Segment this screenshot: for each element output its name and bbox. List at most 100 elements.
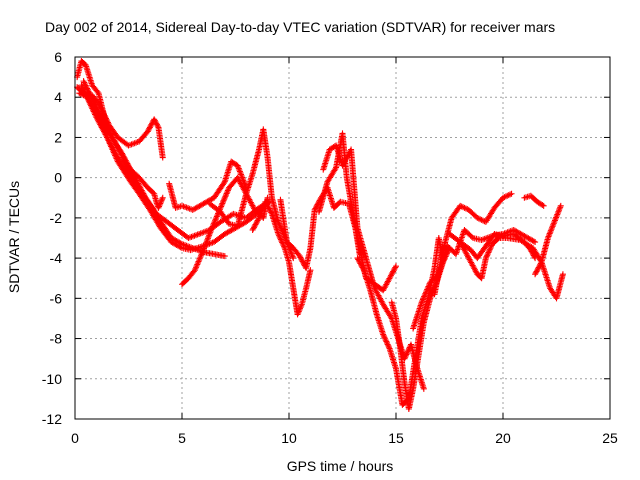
x-tick-label: 20 xyxy=(495,430,511,446)
data-point xyxy=(221,194,228,201)
data-point xyxy=(300,259,307,266)
data-point xyxy=(268,209,275,216)
data-point xyxy=(307,267,314,274)
data-point xyxy=(385,342,392,349)
data-point xyxy=(382,337,389,344)
data-point xyxy=(254,217,261,224)
data-point xyxy=(209,223,216,230)
data-point xyxy=(155,204,162,211)
data-point xyxy=(461,204,468,211)
data-point xyxy=(462,205,469,212)
data-point xyxy=(507,191,514,198)
data-point xyxy=(157,199,164,206)
data-point xyxy=(358,261,365,268)
data-point xyxy=(290,255,297,262)
data-point xyxy=(153,120,160,127)
data-point xyxy=(251,224,258,231)
data-point xyxy=(403,351,410,358)
data-point xyxy=(390,268,397,275)
data-point xyxy=(458,203,465,210)
data-point xyxy=(296,253,303,260)
data-point xyxy=(253,220,260,227)
data-point xyxy=(223,190,230,197)
data-point xyxy=(389,269,396,276)
series-trace xyxy=(166,158,250,213)
data-point xyxy=(380,331,387,338)
data-point xyxy=(195,258,202,265)
data-point xyxy=(393,263,399,270)
data-point xyxy=(275,232,282,239)
data-point xyxy=(197,254,204,261)
y-tick-label: -10 xyxy=(42,371,62,387)
data-point xyxy=(475,215,482,222)
data-point xyxy=(157,200,164,207)
data-point xyxy=(297,304,304,311)
chart-title: Day 002 of 2014, Sidereal Day-to-day VTE… xyxy=(45,19,555,35)
data-point xyxy=(295,308,302,315)
data-point xyxy=(477,216,484,223)
data-point xyxy=(159,154,166,161)
data-point xyxy=(297,305,304,312)
data-point xyxy=(251,222,258,229)
data-point xyxy=(404,350,411,357)
series-trace xyxy=(388,245,453,412)
data-point xyxy=(457,202,464,209)
data-point xyxy=(392,264,399,271)
data-point xyxy=(358,263,365,270)
data-point xyxy=(420,295,427,302)
data-point xyxy=(210,222,217,229)
data-point xyxy=(194,259,201,266)
series-trace xyxy=(431,190,515,298)
data-point xyxy=(144,128,151,135)
y-tick-label: 6 xyxy=(54,49,62,65)
data-point xyxy=(220,197,227,204)
data-point xyxy=(151,117,158,124)
data-point xyxy=(199,248,206,255)
data-point xyxy=(199,249,206,256)
data-point xyxy=(218,201,225,208)
data-point xyxy=(474,214,481,221)
data-point xyxy=(267,208,274,215)
data-point xyxy=(277,236,284,243)
y-tick-label: -6 xyxy=(50,290,63,306)
data-point xyxy=(266,205,273,212)
data-point xyxy=(424,286,431,293)
data-point xyxy=(381,334,388,341)
series-trace xyxy=(206,126,297,262)
x-tick-label: 25 xyxy=(602,430,618,446)
data-point xyxy=(219,199,226,206)
data-point xyxy=(249,226,256,233)
data-point xyxy=(357,260,364,267)
data-point xyxy=(280,242,287,249)
data-point xyxy=(159,194,166,201)
data-point xyxy=(193,262,200,269)
data-point xyxy=(213,213,220,220)
data-points xyxy=(74,58,566,412)
data-point xyxy=(384,339,391,346)
data-point xyxy=(156,201,163,208)
data-point xyxy=(501,194,508,201)
data-point xyxy=(419,296,426,303)
data-point xyxy=(193,264,200,271)
data-point xyxy=(298,257,305,264)
data-point xyxy=(508,190,515,197)
data-point xyxy=(421,292,428,299)
data-point xyxy=(221,196,228,203)
data-point xyxy=(262,198,269,205)
data-point xyxy=(197,252,204,259)
data-point xyxy=(298,302,305,309)
data-point xyxy=(152,119,159,126)
data-point xyxy=(421,293,428,300)
data-point xyxy=(382,335,389,342)
data-point xyxy=(275,230,282,237)
data-point xyxy=(159,196,166,203)
x-tick-label: 15 xyxy=(388,430,404,446)
series-trace xyxy=(74,84,166,161)
data-point xyxy=(277,235,284,242)
data-point xyxy=(222,193,229,200)
data-point xyxy=(279,240,286,247)
data-point xyxy=(221,253,228,260)
data-point xyxy=(253,218,260,225)
data-point xyxy=(151,116,158,123)
